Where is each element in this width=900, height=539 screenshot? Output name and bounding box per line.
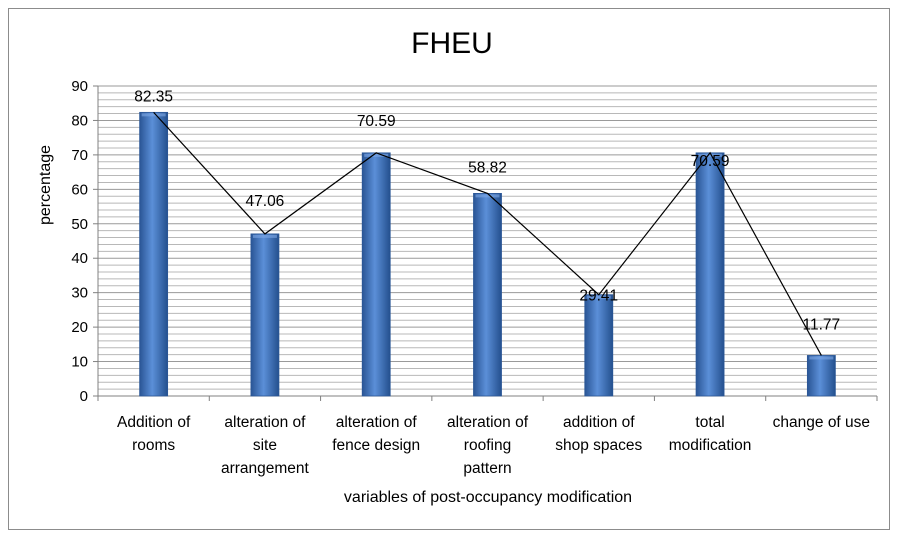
data-label: 47.06: [246, 193, 285, 210]
x-category-label-line: rooms: [132, 437, 175, 454]
x-category-label: alteration of fence design: [332, 414, 420, 454]
x-category-label-line: alteration of: [336, 414, 418, 431]
data-label: 70.59: [357, 113, 396, 130]
x-category-label: addition of shop spaces: [555, 414, 642, 454]
data-label: 29.41: [579, 288, 618, 305]
x-category-label-line: change of use: [773, 414, 870, 431]
x-category-label: Addition of rooms: [117, 414, 191, 454]
x-category-label-line: modification: [669, 437, 752, 454]
y-tick-label: 40: [71, 250, 88, 267]
x-category-label-line: site: [253, 437, 277, 454]
x-category-label: change of use: [773, 414, 870, 431]
y-tick-label: 50: [71, 216, 88, 233]
data-labels: 82.35 47.06 70.59 58.82 29.41 70.59 11.77: [134, 88, 840, 333]
data-label: 58.82: [468, 159, 507, 176]
y-tick-labels: 0 10 20 30 40 50 60 70 80 90: [71, 78, 88, 405]
x-category-label-line: addition of: [563, 414, 635, 431]
x-category-label: alteration of roofing pattern: [447, 414, 529, 477]
bar-highlight: [586, 295, 611, 299]
x-category-label-line: total: [695, 414, 724, 431]
x-category-label-line: shop spaces: [555, 437, 642, 454]
y-tick-label: 90: [71, 78, 88, 95]
x-category-label: total modification: [669, 414, 752, 454]
bar: [250, 233, 280, 397]
y-tick-label: 10: [71, 354, 88, 371]
y-tick-label: 60: [71, 181, 88, 198]
bar-highlight: [252, 234, 277, 238]
x-category-label-line: fence design: [332, 437, 420, 454]
chart-title: FHEU: [411, 27, 493, 60]
bar-highlight: [364, 153, 389, 157]
bar: [361, 152, 391, 397]
bar: [584, 294, 614, 397]
bar: [473, 192, 502, 397]
y-tick-label: 30: [71, 285, 88, 302]
y-tick-label: 70: [71, 147, 88, 164]
data-label: 11.77: [803, 316, 841, 333]
bar-highlight: [698, 153, 723, 157]
y-tick-label: 20: [71, 319, 88, 336]
x-category-label-line: roofing: [464, 437, 511, 454]
bar: [695, 152, 725, 397]
bar-highlight: [141, 113, 166, 117]
bar-highlight: [809, 356, 834, 360]
bar-highlight: [475, 194, 500, 198]
trend-line: [153, 111, 822, 356]
x-category-label-line: arrangement: [221, 460, 310, 477]
y-tick-label: 0: [80, 388, 88, 405]
x-category-label-line: pattern: [463, 460, 511, 477]
x-category-label-line: Addition of: [117, 414, 191, 431]
series-line: [153, 111, 822, 356]
x-axis-title: variables of post-occupancy modification: [344, 489, 632, 506]
x-category-labels: Addition of rooms alteration of site arrange…: [117, 414, 870, 477]
x-category-label-line: alteration of: [224, 414, 306, 431]
data-label: 82.35: [134, 88, 173, 105]
bars: [139, 111, 836, 397]
y-axis-title: percentage: [37, 145, 54, 225]
x-category-label: alteration of site arrangement: [221, 414, 310, 477]
bar: [139, 111, 169, 397]
data-label: 70.59: [691, 153, 730, 170]
bar: [806, 355, 836, 397]
y-tick-label: 80: [71, 112, 88, 129]
x-category-label-line: alteration of: [447, 414, 529, 431]
